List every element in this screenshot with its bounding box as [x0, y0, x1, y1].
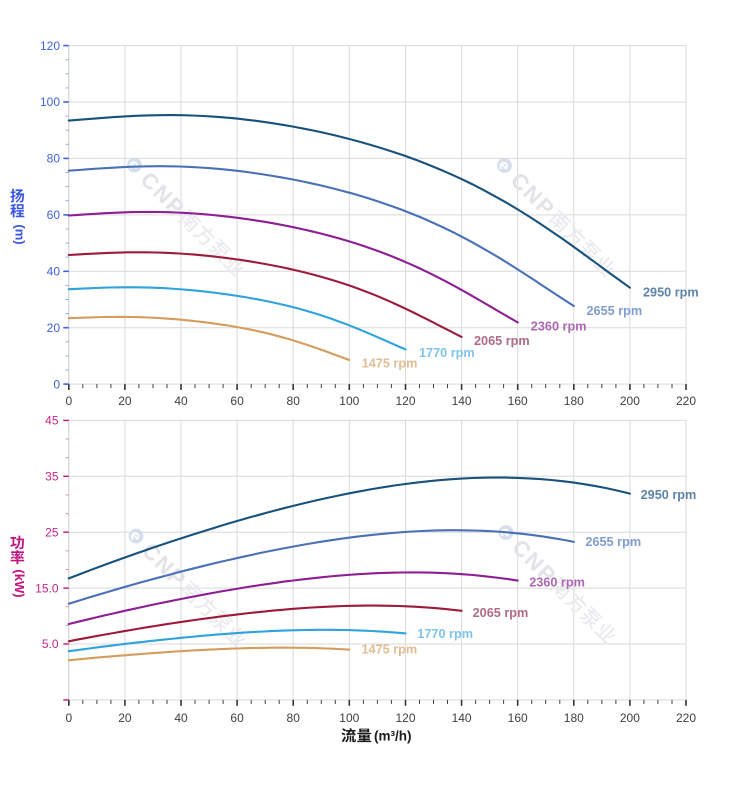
- svg-text:100: 100: [339, 711, 359, 725]
- svg-text:1770 rpm: 1770 rpm: [419, 346, 475, 360]
- svg-text:200: 200: [620, 394, 640, 408]
- svg-text:140: 140: [452, 711, 472, 725]
- svg-text:2065 rpm: 2065 rpm: [473, 606, 529, 620]
- svg-text:5.0: 5.0: [42, 637, 59, 651]
- svg-text:1475 rpm: 1475 rpm: [362, 357, 418, 371]
- svg-text:80: 80: [287, 394, 301, 408]
- svg-text:20: 20: [118, 394, 132, 408]
- svg-text:1770 rpm: 1770 rpm: [417, 627, 473, 641]
- svg-text:20: 20: [47, 321, 61, 335]
- svg-text:220: 220: [676, 711, 696, 725]
- svg-text:45: 45: [45, 414, 59, 428]
- svg-text:60: 60: [47, 208, 61, 222]
- svg-text:40: 40: [174, 394, 188, 408]
- svg-text:180: 180: [564, 394, 584, 408]
- svg-text:80: 80: [47, 152, 61, 166]
- svg-text:0: 0: [65, 711, 72, 725]
- svg-text:180: 180: [564, 711, 584, 725]
- svg-text:35: 35: [45, 470, 59, 484]
- svg-text:2655 rpm: 2655 rpm: [587, 304, 643, 318]
- svg-text:220: 220: [676, 394, 696, 408]
- svg-text:120: 120: [40, 39, 60, 53]
- svg-text:40: 40: [174, 711, 188, 725]
- svg-text:160: 160: [508, 711, 528, 725]
- svg-text:(m): (m): [13, 224, 28, 244]
- svg-text:0: 0: [65, 394, 72, 408]
- svg-text:15.0: 15.0: [35, 581, 59, 595]
- svg-text:100: 100: [40, 95, 60, 109]
- svg-text:2360 rpm: 2360 rpm: [529, 576, 585, 590]
- svg-text:120: 120: [395, 394, 415, 408]
- svg-text:200: 200: [620, 711, 640, 725]
- svg-text:2950 rpm: 2950 rpm: [641, 488, 697, 502]
- svg-text:80: 80: [287, 711, 301, 725]
- svg-text:140: 140: [452, 394, 472, 408]
- svg-text:40: 40: [47, 265, 61, 279]
- svg-text:0: 0: [53, 377, 60, 391]
- svg-text:(m³/h): (m³/h): [374, 729, 412, 744]
- svg-text:120: 120: [395, 711, 415, 725]
- svg-text:2065 rpm: 2065 rpm: [474, 334, 530, 348]
- svg-text:2360 rpm: 2360 rpm: [531, 320, 587, 334]
- svg-text:1475 rpm: 1475 rpm: [362, 643, 418, 657]
- svg-text:60: 60: [230, 711, 244, 725]
- svg-text:60: 60: [230, 394, 244, 408]
- svg-text:100: 100: [339, 394, 359, 408]
- svg-text:(kW): (kW): [12, 569, 27, 597]
- svg-text:2950 rpm: 2950 rpm: [643, 286, 699, 300]
- svg-text:25: 25: [45, 525, 59, 539]
- svg-text:160: 160: [508, 394, 528, 408]
- svg-text:20: 20: [118, 711, 132, 725]
- svg-text:2655 rpm: 2655 rpm: [585, 535, 641, 549]
